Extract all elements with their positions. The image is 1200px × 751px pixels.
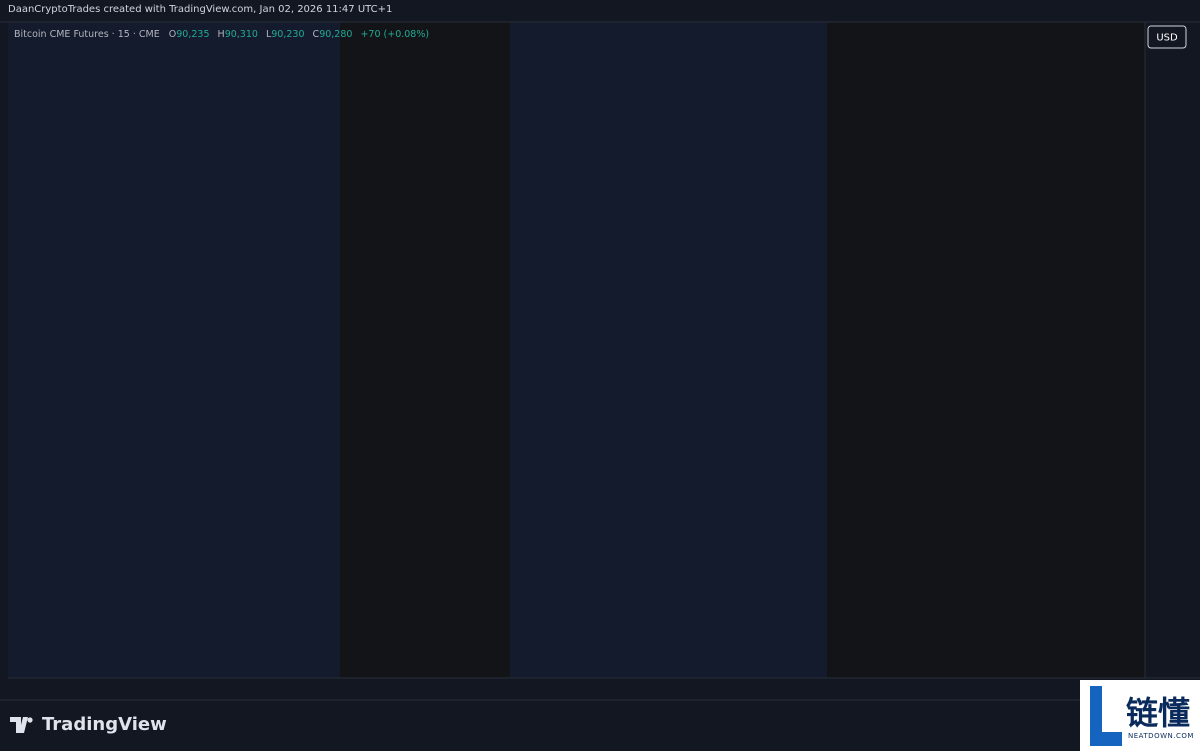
axes-layer: USD xyxy=(1147,25,1187,49)
brand-name: TradingView xyxy=(42,714,167,735)
currency: USD xyxy=(1156,33,1178,44)
legend: Bitcoin CME Futures · 15 · CME O90,235 H… xyxy=(14,29,434,40)
header: DaanCryptoTrades created with TradingVie… xyxy=(8,4,393,15)
legend-value: 90,230 xyxy=(271,29,305,40)
brand[interactable]: TradingView xyxy=(10,714,167,735)
legend-key: H xyxy=(217,29,225,40)
watermark: 链懂 NEATDOWN.COM xyxy=(1080,680,1200,751)
legend-key: O xyxy=(168,29,177,40)
legend-value: 90,310 xyxy=(224,29,258,40)
legend-change: +70 (+0.08%) xyxy=(360,29,430,40)
watermark-text: 链懂 xyxy=(1126,694,1191,732)
legend-key: C xyxy=(312,29,320,40)
legend-value: 90,235 xyxy=(176,29,210,40)
legend-key: L xyxy=(265,29,272,40)
brand-logo xyxy=(10,716,33,733)
legend-value: 90,280 xyxy=(319,29,353,40)
session-band xyxy=(510,22,827,678)
currency-box[interactable] xyxy=(1147,25,1187,49)
symbol[interactable]: Bitcoin CME Futures · 15 · CME xyxy=(14,29,160,40)
session-band xyxy=(8,22,340,678)
watermark-logo xyxy=(1090,686,1122,746)
watermark-sub: NEATDOWN.COM xyxy=(1128,732,1194,740)
